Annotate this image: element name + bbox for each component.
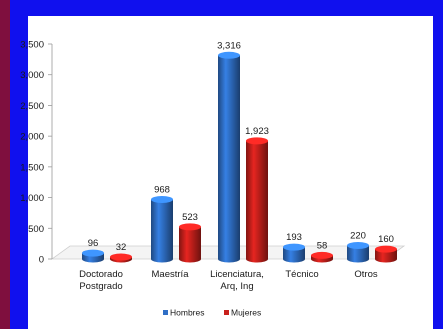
value-label-mujeres-0: 32 (116, 242, 127, 253)
category-label: Técnico (285, 269, 318, 280)
value-label-mujeres-2: 1,923 (245, 126, 269, 137)
bars: 96 968 3,316 193 220 32 523 1,923 58 160 (82, 40, 397, 263)
value-label-hombres-3: 193 (286, 232, 302, 243)
legend: Hombres Mujeres (163, 308, 261, 318)
value-label-mujeres-3: 58 (317, 240, 328, 251)
bar-hombres-4 (347, 241, 369, 263)
bar-hombres-3 (283, 243, 305, 263)
y-tick-label: 1,500 (20, 162, 44, 173)
bar-mujeres-4 (375, 245, 397, 263)
bar-mujeres-2 (246, 137, 268, 263)
y-tick-label: 1,000 (20, 193, 44, 204)
y-tick-label: 2,500 (20, 101, 44, 112)
value-label-hombres-1: 968 (154, 185, 170, 196)
legend-swatch-mujeres (224, 310, 229, 315)
bar-mujeres-1 (179, 223, 201, 263)
bar-hombres-0 (82, 249, 104, 263)
value-label-mujeres-1: 523 (182, 212, 198, 223)
y-tick-label: 2,000 (20, 132, 44, 143)
legend-label-hombres: Hombres (170, 308, 204, 318)
category-label: Maestría (152, 269, 190, 280)
bar-mujeres-0 (110, 253, 132, 263)
legend-label-mujeres: Mujeres (231, 308, 261, 318)
y-tick-label: 3,000 (20, 70, 44, 81)
category-label: Otros (354, 269, 377, 280)
y-tick-label: 3,500 (20, 40, 44, 51)
value-label-hombres-2: 3,316 (217, 40, 241, 51)
bar-hombres-2 (218, 51, 240, 263)
bar-mujeres-3 (311, 251, 333, 263)
y-tick-label: 0 (39, 255, 44, 266)
category-label: Doctorado Postgrado (79, 269, 123, 292)
value-label-hombres-4: 220 (350, 230, 366, 241)
value-label-hombres-0: 96 (88, 238, 99, 249)
x-axis-categories: Doctorado Postgrado Maestría Licenciatura, A… (79, 269, 378, 292)
legend-swatch-hombres (163, 310, 168, 315)
y-axis: 0 500 1,000 1,500 2,000 2,500 3,000 3,500 (20, 40, 53, 266)
bar-hombres-1 (151, 196, 173, 263)
y-tick-label: 500 (28, 224, 44, 235)
value-label-mujeres-4: 160 (378, 234, 394, 245)
category-label: Licenciatura, Arq, Ing (210, 269, 264, 292)
